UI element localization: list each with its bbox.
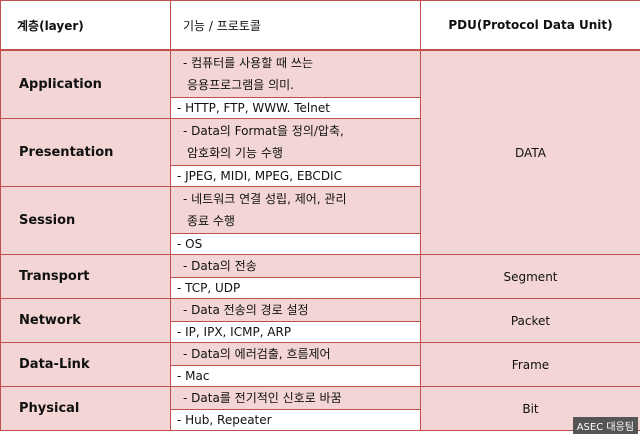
table-row: Transport - Data의 전송 Segment xyxy=(0,254,640,299)
table-row: - Hub, Repeater xyxy=(1,409,640,431)
layer-physical: Physical xyxy=(0,386,171,431)
header-pdu: PDU(Protocol Data Unit) xyxy=(420,0,640,51)
desc-network: - Data 전송의 경로 설정 xyxy=(170,298,421,322)
pdu-bit: Bit xyxy=(420,386,640,431)
table-row: Session - 네트워크 연결 성립, 제어, 관리 종료 수행 xyxy=(0,186,640,255)
proto-transport: - TCP, UDP xyxy=(170,277,421,299)
proto-application: - HTTP, FTP, WWW. Telnet xyxy=(170,97,421,119)
desc-transport: - Data의 전송 xyxy=(170,254,421,278)
pdu-frame: Frame xyxy=(420,342,640,387)
table-row: - Mac xyxy=(1,365,640,387)
table-row: - TCP, UDP xyxy=(1,277,640,299)
table-row: - IP, IPX, ICMP, ARP xyxy=(1,321,640,343)
layer-presentation: Presentation xyxy=(0,118,171,187)
pdu-packet: Packet xyxy=(420,298,640,343)
header-row: 계층(layer) 기능 / 프로토콜 PDU(Protocol Data Un… xyxy=(0,0,640,51)
desc-line: 종료 수행 xyxy=(187,214,235,228)
table-row: - HTTP, FTP, WWW. Telnet xyxy=(1,97,640,119)
table-row: Application - 컴퓨터를 사용할 때 쓰는 응용프로그램을 의미. … xyxy=(0,49,640,255)
watermark-label: ASEC 대응팀 xyxy=(572,417,638,434)
desc-line: - 컴퓨터를 사용할 때 쓰는 xyxy=(183,56,313,70)
desc-line: 암호화의 기능 수행 xyxy=(187,146,283,160)
layer-network: Network xyxy=(0,298,171,343)
proto-presentation: - JPEG, MIDI, MPEG, EBCDIC xyxy=(170,165,421,187)
pdu-segment: Segment xyxy=(420,254,640,299)
desc-line: - 네트워크 연결 성립, 제어, 관리 xyxy=(183,192,347,206)
proto-data-link: - Mac xyxy=(170,365,421,387)
desc-session: - 네트워크 연결 성립, 제어, 관리 종료 수행 xyxy=(170,186,421,234)
proto-physical: - Hub, Repeater xyxy=(170,409,421,431)
header-layer: 계층(layer) xyxy=(0,0,171,51)
header-function: 기능 / 프로토콜 xyxy=(170,0,421,51)
layer-application: Application xyxy=(0,49,171,119)
pdu-data: DATA xyxy=(420,49,640,255)
desc-line: 응용프로그램을 의미. xyxy=(187,78,294,92)
desc-line: - Data의 Format을 정의/압축, xyxy=(183,124,344,138)
table-row: Data-Link - Data의 에러검출, 흐름제어 Frame xyxy=(0,342,640,387)
desc-data-link: - Data의 에러검출, 흐름제어 xyxy=(170,342,421,366)
layer-transport: Transport xyxy=(0,254,171,299)
desc-application: - 컴퓨터를 사용할 때 쓰는 응용프로그램을 의미. xyxy=(170,49,421,98)
proto-network: - IP, IPX, ICMP, ARP xyxy=(170,321,421,343)
table-row: Physical - Data를 전기적인 신호로 바꿈 Bit xyxy=(0,386,640,431)
desc-presentation: - Data의 Format을 정의/압축, 암호화의 기능 수행 xyxy=(170,118,421,166)
layer-data-link: Data-Link xyxy=(0,342,171,387)
table-row: - OS xyxy=(1,233,640,255)
table-row: Presentation - Data의 Format을 정의/압축, 암호화의… xyxy=(0,118,640,187)
table-row: - JPEG, MIDI, MPEG, EBCDIC xyxy=(1,165,640,187)
layer-session: Session xyxy=(0,186,171,255)
proto-session: - OS xyxy=(170,233,421,255)
table-row: Network - Data 전송의 경로 설정 Packet xyxy=(0,298,640,343)
desc-physical: - Data를 전기적인 신호로 바꿈 xyxy=(170,386,421,410)
